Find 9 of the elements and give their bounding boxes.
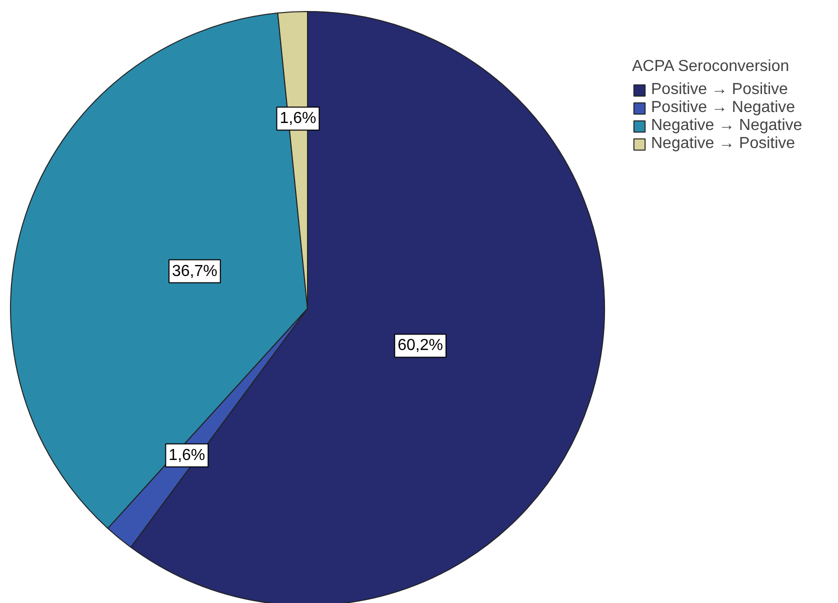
data-label: 1,6% bbox=[168, 446, 206, 464]
data-label: 36,7% bbox=[172, 262, 218, 280]
legend-label: Positive → Negative bbox=[651, 99, 796, 117]
legend-title: ACPA Seroconversion bbox=[632, 58, 790, 76]
legend-label: Negative → Positive bbox=[651, 135, 796, 153]
data-label: 60,2% bbox=[398, 337, 444, 354]
data-label: 1,6% bbox=[280, 110, 316, 128]
legend-label: Positive → Positive bbox=[651, 81, 788, 99]
legend-label: Negative → Negative bbox=[651, 117, 802, 135]
